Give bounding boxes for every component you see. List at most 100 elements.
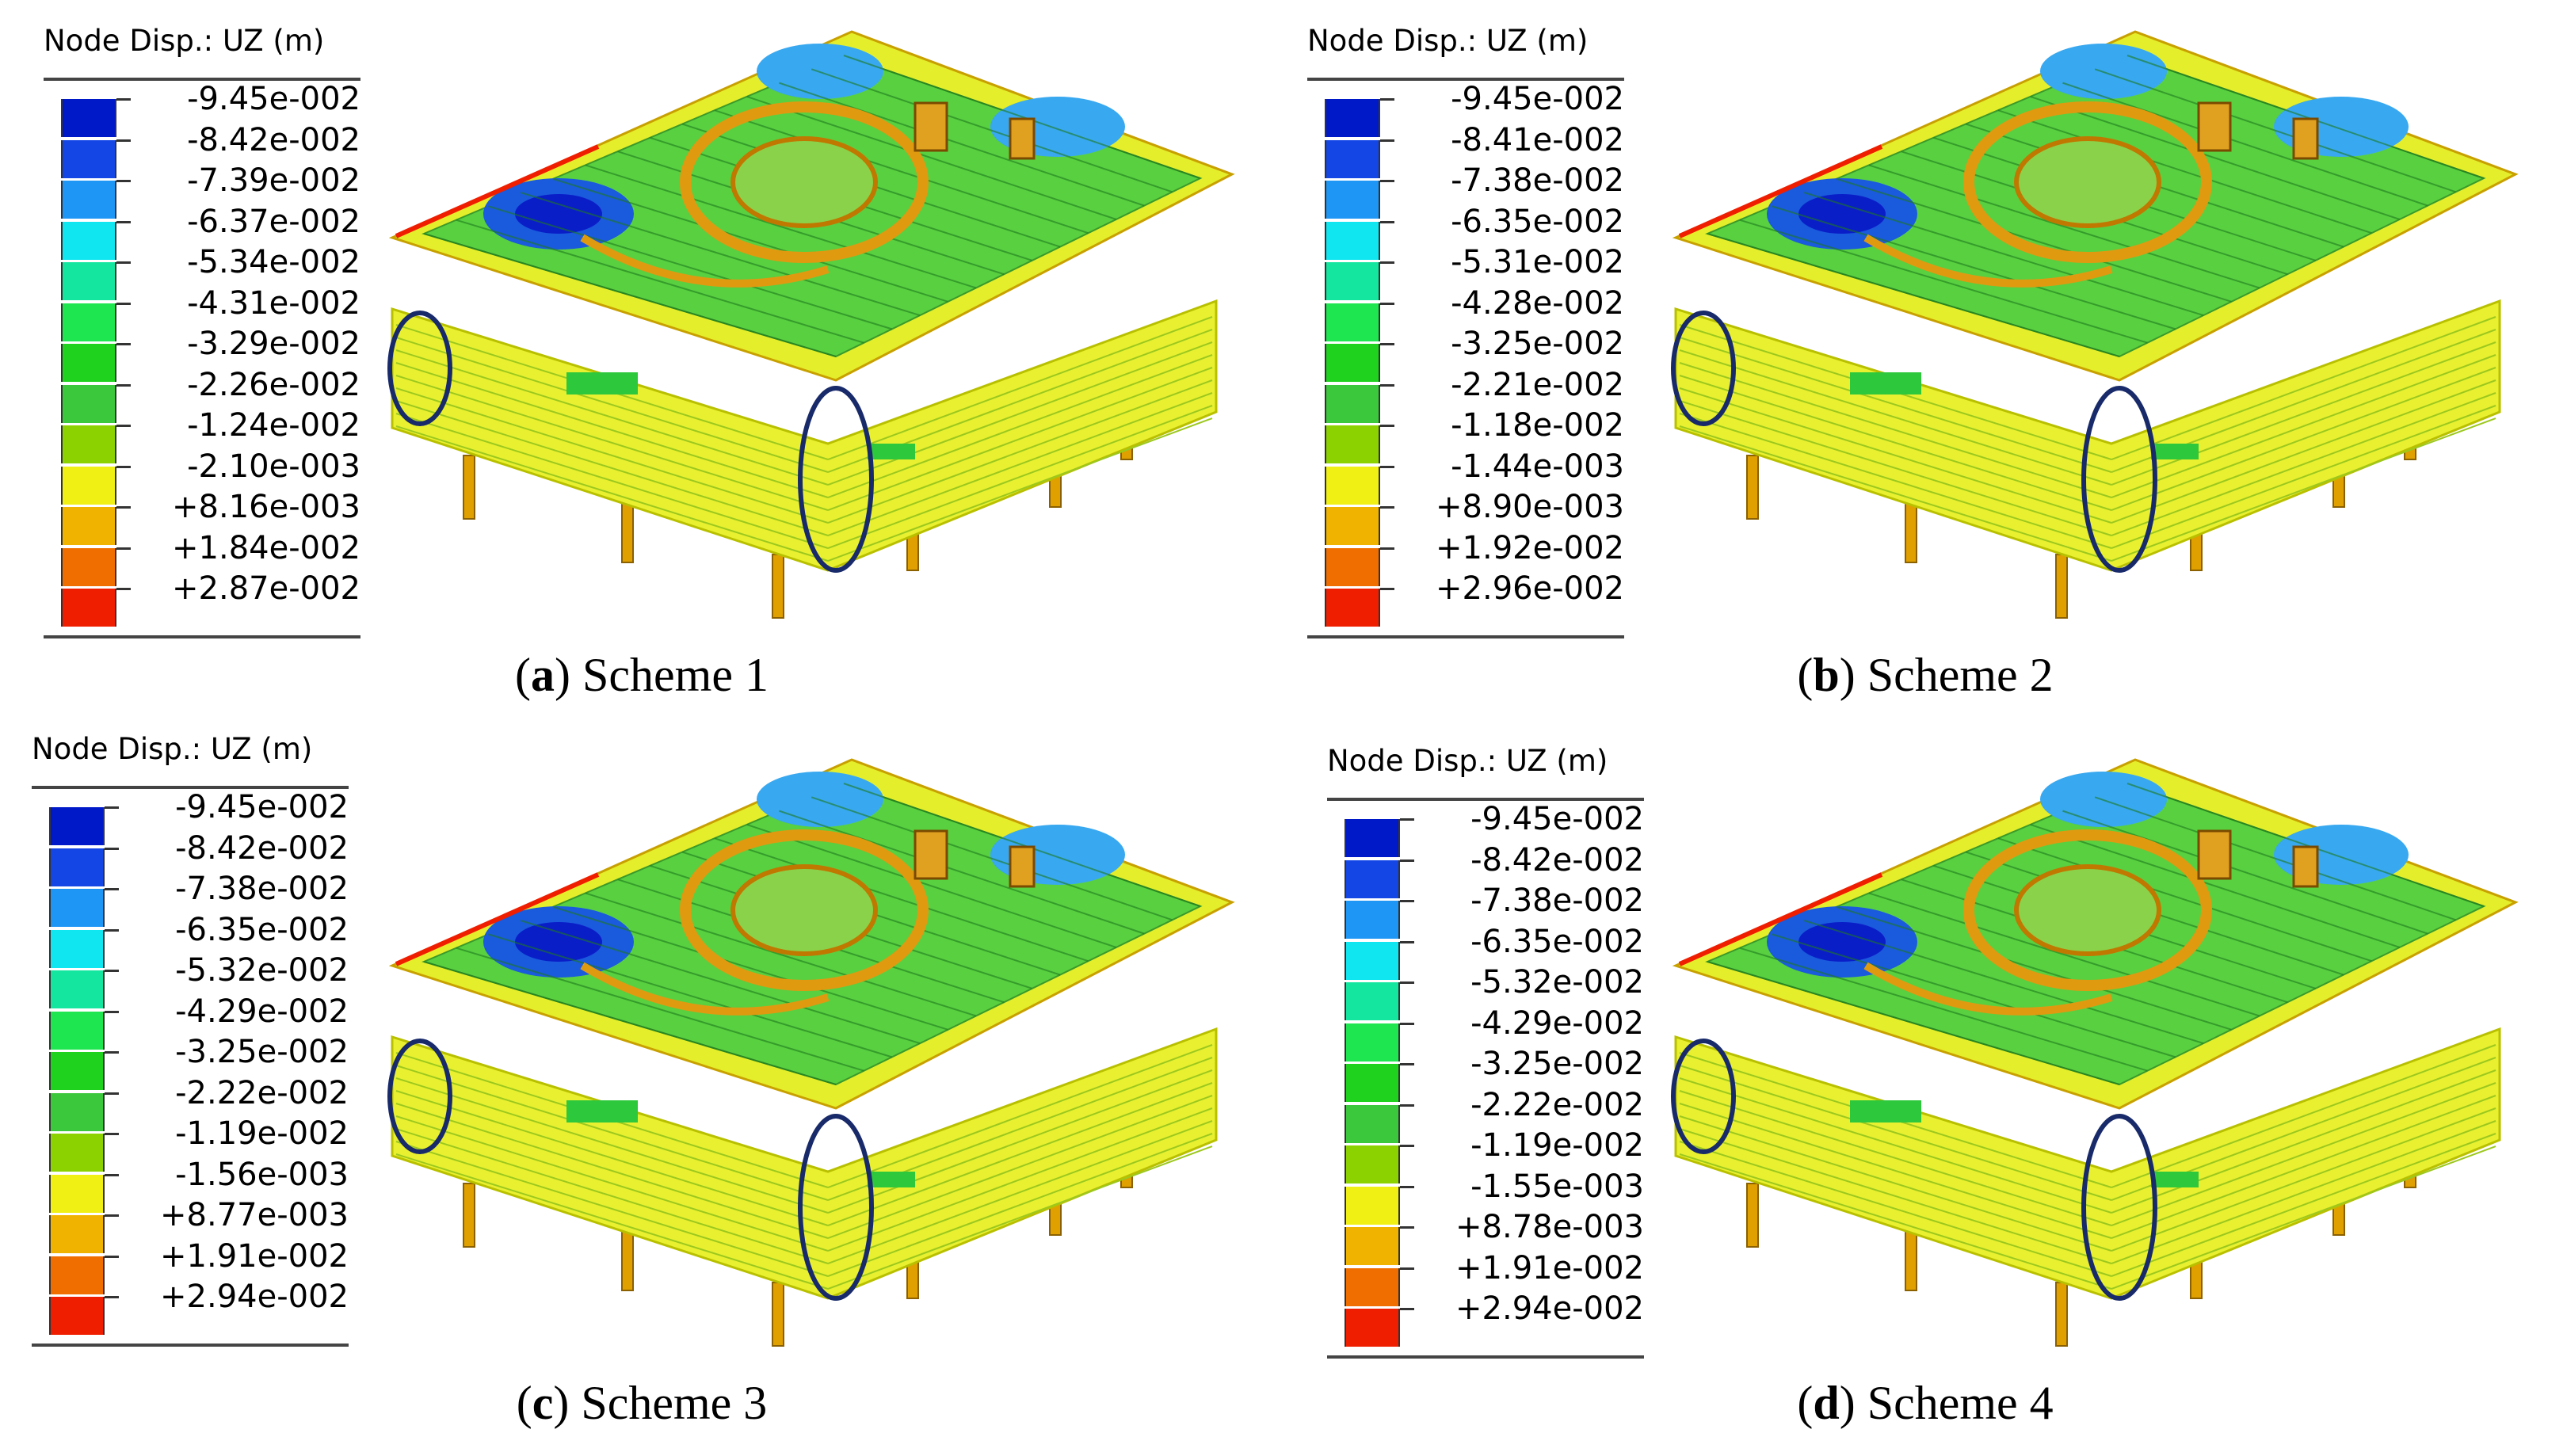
legend-tick (105, 847, 119, 850)
frame-line (1679, 1103, 2112, 1239)
legend-tick (1380, 98, 1394, 101)
legend-tick (116, 465, 131, 468)
legend-title: Node Disp.: UZ (m) (1307, 24, 1589, 58)
legend-tick (116, 220, 131, 223)
roof-rib (746, 95, 1117, 220)
highlight-circle-left (387, 311, 452, 426)
uplift-edge (395, 144, 600, 238)
frame-line (2111, 1069, 2496, 1214)
roof-rib (843, 55, 1201, 179)
legend-rule-bottom (44, 635, 360, 638)
legend-swatch (61, 547, 116, 586)
legend-swatch (61, 139, 116, 178)
roof-rib (2030, 823, 2401, 948)
green-patch (2151, 444, 2199, 459)
highlight-circle-left (1671, 1039, 1736, 1154)
legend-label: -9.45e-002 (1470, 801, 1644, 837)
legend-swatch (49, 1134, 105, 1172)
frame-line (2111, 341, 2496, 486)
roof-rib (811, 796, 1173, 921)
frame-line (2111, 1120, 2496, 1264)
uplift-edge (1678, 144, 1883, 238)
frame-line (395, 1141, 829, 1277)
frame-line (1679, 387, 2112, 524)
legend-tick (116, 98, 131, 101)
frame-line (1679, 1128, 2112, 1264)
frame-line (1679, 349, 2112, 486)
highlight-circle-left (1671, 311, 1736, 426)
roof-rib (585, 164, 977, 289)
legend-tick (1380, 588, 1394, 590)
legend-swatch (1345, 859, 1400, 898)
atrium-core (730, 864, 878, 956)
roof-rib (1804, 192, 2204, 317)
legend-swatch (61, 384, 116, 423)
frame-line (395, 387, 829, 524)
legend-swatch (1325, 139, 1380, 178)
roof-rib (811, 68, 1173, 193)
legend-swatch (1325, 425, 1380, 463)
legend-tick (1380, 139, 1394, 142)
legend-tick (116, 588, 131, 590)
legend-label: -1.19e-002 (1470, 1127, 1644, 1164)
frame-line (1679, 337, 2112, 473)
legend-label: -5.32e-002 (1470, 964, 1644, 1001)
panel-scheme-1: Node Disp.: UZ (m) -9.45e-002 -8.42e-002 -… (0, 0, 1284, 728)
legend-label: -8.41e-002 (1451, 121, 1624, 158)
legend-tick (1400, 1267, 1414, 1270)
legend-swatch (1345, 941, 1400, 980)
frame-line (2111, 1133, 2496, 1277)
legend-label: -1.55e-003 (1470, 1168, 1644, 1205)
roof-rib (779, 810, 1145, 935)
legend-swatch (49, 807, 105, 845)
legend-label: -4.31e-002 (187, 284, 360, 322)
caption-letter: d (1813, 1377, 1840, 1429)
legend-label: +8.90e-003 (1436, 489, 1624, 525)
caption-paren-open: ( (516, 1377, 532, 1429)
roof-rib (521, 192, 921, 317)
legend-tick (105, 888, 119, 890)
legend-label: -2.21e-002 (1451, 366, 1624, 403)
legend-label: -3.29e-002 (187, 326, 360, 362)
frame-line (1679, 362, 2112, 498)
atrium-ring (1963, 829, 2212, 991)
panel-scheme-3: Node Disp.: UZ (m) -9.45e-002 -8.42e-002 -… (0, 728, 1284, 1456)
roof-rib (1707, 233, 2120, 357)
frame-line (395, 1077, 829, 1214)
roof-rib (488, 933, 893, 1058)
legend-tick (1400, 1145, 1414, 1147)
legend-swatch (1325, 507, 1380, 545)
frame-line (827, 392, 1213, 536)
structure-model (1671, 30, 2519, 619)
frame-line (827, 1069, 1213, 1214)
legend-swatch (49, 1174, 105, 1213)
legend-swatch (49, 970, 105, 1008)
caption: (d) Scheme 4 (1284, 1376, 2567, 1431)
legend-swatch (1345, 1104, 1400, 1143)
green-patch (1850, 1100, 1921, 1122)
legend-swatch (61, 589, 116, 627)
legend-swatch (61, 425, 116, 463)
highlight-circle-right (2081, 386, 2157, 573)
legend-swatch (49, 848, 105, 886)
legend-swatch (1345, 1186, 1400, 1225)
legend-tick (116, 425, 131, 427)
legend-tick (116, 383, 131, 387)
legend-tick (1380, 425, 1394, 427)
legend-rule-top (44, 78, 360, 81)
legend-tick (116, 547, 131, 550)
legend-swatch (49, 1256, 105, 1294)
frame-line (395, 1153, 829, 1290)
legend-swatch (61, 344, 116, 382)
atrium-arc (580, 234, 830, 288)
legend-swatch (61, 262, 116, 300)
frame-line (827, 1133, 1213, 1277)
legend-swatch (1325, 589, 1380, 627)
legend-label: -6.35e-002 (1451, 203, 1624, 240)
legend-rule-top (32, 786, 349, 789)
support-column (621, 498, 634, 563)
frame-line (827, 1145, 1213, 1290)
frame-line (395, 1115, 829, 1252)
legend-label: -4.29e-002 (175, 993, 349, 1030)
legend-label: -1.44e-003 (1451, 448, 1624, 485)
